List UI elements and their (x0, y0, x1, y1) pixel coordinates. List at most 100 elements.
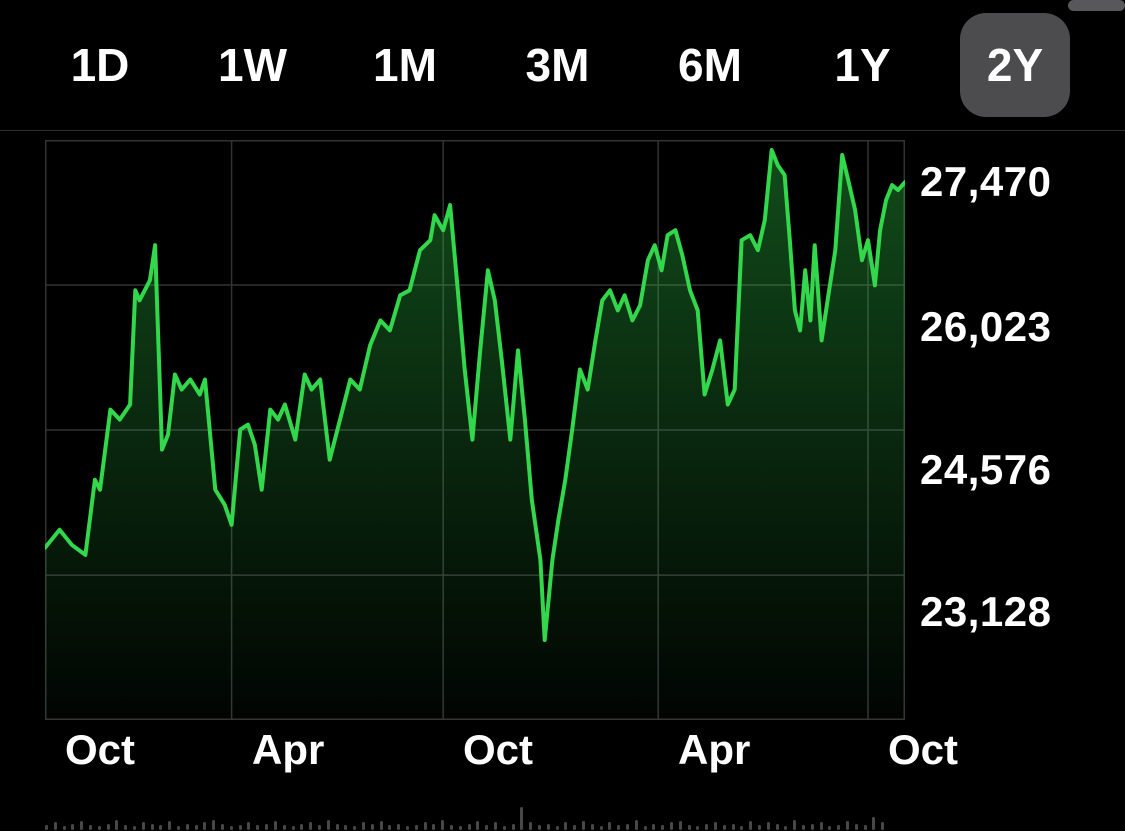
volume-bar (476, 820, 480, 830)
volume-bar (361, 822, 365, 830)
volume-bar (493, 822, 497, 830)
volume-bar (872, 817, 876, 830)
volume-bar (370, 823, 374, 830)
volume-bar (581, 820, 585, 830)
volume-bar (423, 822, 427, 830)
volume-bar (652, 823, 656, 830)
volume-bar (177, 826, 180, 830)
volume-bar (317, 824, 321, 830)
volume-bar (62, 826, 66, 830)
tab-6m[interactable]: 6M (655, 13, 765, 117)
volume-bar (678, 820, 682, 830)
x-tick-label-5: Oct (888, 726, 959, 773)
tab-1y-label: 1Y (834, 39, 891, 91)
volume-bar (854, 823, 858, 830)
tab-1w-label: 1W (218, 39, 287, 91)
volume-bar (529, 822, 533, 830)
tab-1y[interactable]: 1Y (808, 13, 918, 117)
volume-bar (511, 823, 515, 830)
volume-bar (432, 823, 436, 830)
volume-bar (599, 826, 603, 830)
volume-bar (546, 823, 550, 830)
volume-bar (97, 826, 101, 830)
volume-bar (388, 824, 392, 830)
volume-bar (344, 824, 348, 830)
y-tick-label-4: 23,128 (920, 588, 1052, 635)
volume-bar (133, 826, 136, 830)
volume-bar (353, 826, 357, 830)
x-tick-label-2: Apr (252, 726, 325, 773)
tab-1m-label: 1M (373, 39, 437, 91)
volume-bar (106, 823, 110, 830)
volume-bar (397, 823, 401, 830)
volume-bar (608, 822, 612, 830)
volume-bar (573, 824, 577, 830)
volume-bar (766, 822, 770, 830)
volume-bar (458, 826, 462, 830)
volume-bar (449, 824, 453, 830)
volume-bar (159, 824, 163, 830)
volume-bar (80, 820, 84, 830)
volume-strip (45, 797, 890, 830)
volume-bar (229, 826, 233, 830)
volume-bar (625, 823, 629, 830)
volume-bar (520, 806, 524, 830)
volume-bar (661, 824, 665, 830)
volume-bar (441, 819, 445, 830)
volume-bar (309, 822, 313, 830)
volume-bar (405, 826, 409, 830)
volume-bar (793, 819, 797, 830)
volume-bar (802, 824, 805, 830)
y-tick-label-3: 24,576 (920, 446, 1052, 493)
volume-bar (282, 824, 286, 830)
tab-1m[interactable]: 1M (350, 13, 460, 117)
volume-bar (846, 820, 849, 830)
volume-bar (696, 826, 700, 830)
tab-3m[interactable]: 3M (503, 13, 613, 117)
tab-2y[interactable]: 2Y (960, 13, 1070, 117)
price-chart[interactable] (45, 140, 905, 720)
volume-bar (379, 820, 383, 830)
volume-bar (687, 824, 691, 830)
volume-bar (326, 819, 330, 830)
volume-bar (71, 823, 75, 830)
range-tabbar: 1D 1W 1M 3M 6M 1Y 2Y (0, 0, 1125, 131)
volume-bar (185, 823, 189, 830)
y-tick-label-1: 27,470 (920, 158, 1052, 205)
volume-bar (669, 822, 673, 830)
volume-bar (564, 822, 568, 830)
volume-bar (238, 824, 242, 830)
volume-bar (53, 822, 57, 830)
volume-bar (634, 819, 638, 830)
volume-bar (221, 823, 224, 830)
volume-bar (212, 819, 216, 830)
volume-bar (819, 822, 823, 830)
volume-bar (256, 824, 260, 830)
tab-1d-label: 1D (70, 39, 130, 91)
volume-bar (731, 823, 735, 830)
scroll-indicator[interactable] (1068, 0, 1125, 11)
volume-bar (537, 824, 541, 830)
volume-bar (722, 824, 726, 830)
volume-bar (265, 823, 269, 830)
volume-bar (705, 823, 709, 830)
volume-bar (837, 824, 841, 830)
volume-bar (617, 824, 621, 830)
tab-1w[interactable]: 1W (198, 13, 308, 117)
tab-2y-label: 2Y (986, 39, 1044, 91)
volume-bar (300, 823, 304, 830)
y-tick-label-2: 26,023 (920, 303, 1052, 350)
volume-bar (194, 824, 198, 830)
tab-3m-label: 3M (525, 39, 590, 91)
volume-bar (124, 824, 128, 830)
volume-bar (291, 826, 295, 830)
volume-bar (828, 826, 832, 830)
volume-bar (467, 823, 471, 830)
volume-bar (775, 823, 779, 830)
volume-bar (863, 824, 867, 830)
x-tick-label-1: Oct (65, 726, 136, 773)
volume-bar (784, 826, 788, 830)
volume-bar (758, 824, 761, 830)
volume-bar (590, 823, 594, 830)
tab-1d[interactable]: 1D (45, 13, 155, 117)
